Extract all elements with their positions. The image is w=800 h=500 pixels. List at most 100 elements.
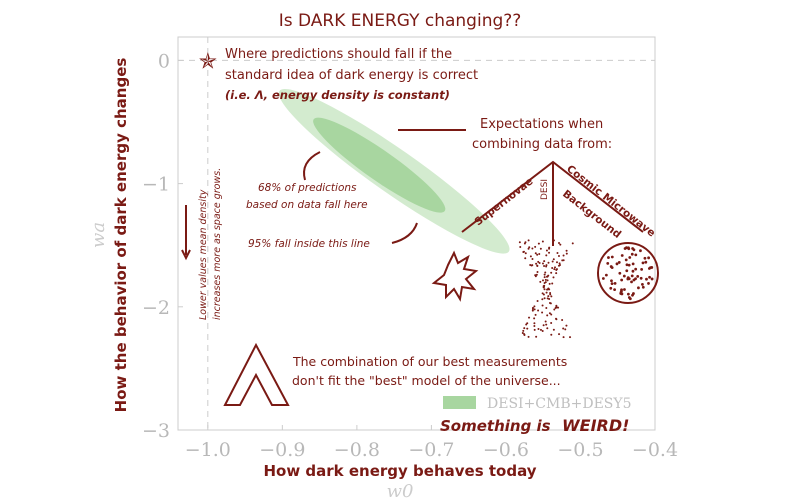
expect-2: combining data from: — [472, 137, 612, 152]
desi-dot — [528, 336, 530, 338]
x-tick-label: −0.6 — [483, 439, 529, 461]
desi-dot — [531, 258, 533, 260]
x-tick-label: −0.5 — [557, 439, 603, 461]
desi-dot — [545, 264, 547, 266]
desi-dot — [537, 261, 539, 263]
desi-dot — [533, 322, 535, 324]
desi-dot — [566, 253, 568, 255]
weird-1: Something is — [440, 417, 551, 435]
desi-dot — [550, 334, 552, 336]
cmb-dot — [611, 282, 614, 285]
desi-dot — [555, 272, 557, 274]
cmb-dot — [628, 296, 631, 299]
desi-dot — [526, 328, 528, 330]
desi-dot — [556, 268, 558, 270]
cmb-dot — [648, 267, 651, 270]
combo-2: don't fit the "best" model of the univer… — [292, 373, 561, 388]
cmb-dot — [631, 275, 634, 278]
legend-label: DESI+CMB+DESY5 — [487, 396, 632, 412]
desi-dot — [543, 324, 545, 326]
cmb-dot — [626, 278, 629, 281]
desi-dot — [533, 317, 535, 319]
desi-dot — [524, 257, 526, 259]
desi-dot — [546, 327, 548, 329]
y-tick-label: 0 — [158, 50, 170, 72]
desi-dot — [545, 281, 547, 283]
cmb-dot — [606, 262, 609, 265]
desi-dot — [548, 298, 550, 300]
cmb-dot — [634, 268, 637, 271]
x-tick-label: −0.9 — [259, 439, 305, 461]
desi-dot — [543, 286, 545, 288]
cmb-dot — [623, 275, 626, 278]
x-tick-label: −1.0 — [185, 439, 231, 461]
note-95: 95% fall inside this line — [248, 238, 370, 250]
desi-dot — [519, 246, 521, 248]
cmb-dot — [602, 277, 605, 280]
desi-dot — [542, 240, 544, 242]
desi-dot — [530, 255, 532, 257]
desi-dot — [538, 243, 540, 245]
desi-dot — [537, 310, 539, 312]
desi-dot — [531, 247, 533, 249]
star-icon: ✯ — [199, 49, 217, 74]
legend-swatch — [443, 396, 476, 409]
desi-dot — [546, 292, 548, 294]
cmb-dot — [631, 253, 634, 256]
desi-dot — [549, 312, 551, 314]
chart: Is DARK ENERGY changing?? −1.0 −0.9 −0.8 −0… — [0, 0, 800, 500]
cmb-dot — [651, 278, 654, 281]
desi-dot — [523, 333, 525, 335]
supernova-icon — [434, 253, 476, 299]
desi-dot — [541, 311, 543, 313]
desi-dot — [543, 265, 545, 267]
lower-note-1: Lower values mean density — [198, 189, 209, 320]
desi-dot — [544, 297, 546, 299]
desi-dot — [531, 265, 533, 267]
y-axis-symbol: wa — [88, 222, 109, 248]
cmb-dot — [616, 262, 619, 265]
cmb-dot — [611, 266, 614, 269]
desi-dot — [522, 330, 524, 332]
cmb-dot — [623, 288, 626, 291]
cmb-dot — [620, 291, 623, 294]
desi-dot — [572, 242, 574, 244]
y-axis-label: How the behavior of dark energy changes — [112, 58, 130, 413]
desi-dot — [563, 336, 565, 338]
cmb-dot — [609, 287, 612, 290]
cmb-dot — [634, 253, 637, 256]
desi-dot — [552, 261, 554, 263]
desi-dot — [550, 272, 552, 274]
cmb-dot — [639, 249, 642, 252]
cmb-dot — [620, 279, 623, 282]
cmb-dot — [628, 256, 631, 259]
cmb-dot — [640, 277, 643, 280]
desi-dot — [545, 254, 547, 256]
desi-dot — [549, 283, 551, 285]
desi-dot — [556, 252, 558, 254]
cmb-dot — [631, 294, 634, 297]
cmb-dot — [630, 280, 633, 283]
desi-dot — [569, 336, 571, 338]
desi-dot — [553, 239, 555, 241]
desi-dot — [559, 244, 561, 246]
cmb-dot — [610, 279, 613, 282]
note-68-1: 68% of predictions — [258, 182, 357, 194]
x-tick-label: −0.8 — [334, 439, 380, 461]
cmb-dot — [642, 286, 645, 289]
desi-dot — [539, 281, 541, 283]
cmb-dot — [607, 256, 610, 259]
desi-hourglass-icon — [519, 239, 574, 338]
cmb-dot — [628, 264, 631, 267]
cmb-dot — [636, 275, 639, 278]
desi-dot — [543, 260, 545, 262]
cmb-dot — [620, 288, 623, 291]
desi-dot — [565, 325, 567, 327]
desi-dot — [542, 330, 544, 332]
cmb-dot — [644, 261, 647, 264]
desi-dot — [550, 322, 552, 324]
arrow-68 — [304, 152, 320, 180]
y-tick-label: −1 — [142, 174, 170, 196]
desi-dot — [524, 243, 526, 245]
desi-dot — [548, 248, 550, 250]
